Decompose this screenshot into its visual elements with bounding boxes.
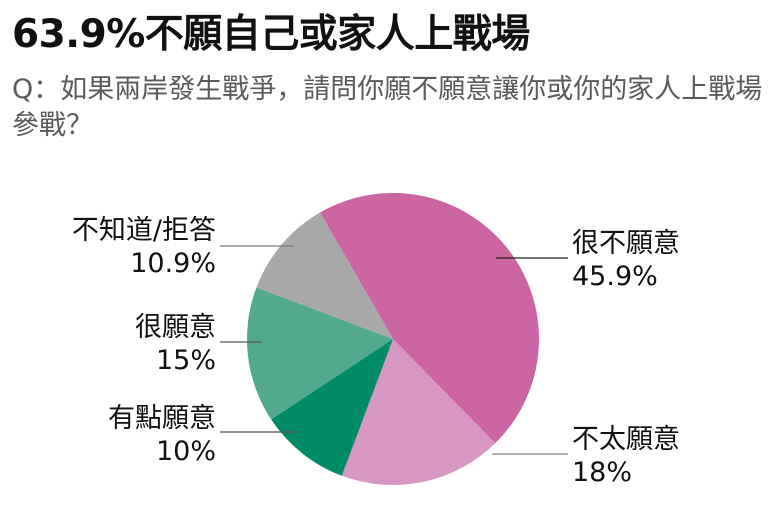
label-value: 15% <box>155 345 216 376</box>
label-value: 10% <box>155 436 216 467</box>
label-text: 很願意 <box>135 312 216 343</box>
label-value: 45.9% <box>572 261 658 292</box>
label-text: 不太願意 <box>572 424 680 455</box>
pie-slice-unknown <box>256 212 393 339</box>
label-text: 很不願意 <box>572 228 680 259</box>
chart-question: Q：如果兩岸發生戰爭，請問你願不願意讓你或你的家人上戰場參戰？ <box>12 74 763 141</box>
label-somewhat-willing: 有點願意 10% <box>108 402 216 468</box>
label-somewhat-unwilling: 不太願意 18% <box>572 423 680 489</box>
label-text: 有點願意 <box>108 403 216 434</box>
chart-title: 63.9%不願自己或家人上戰場 <box>12 12 530 57</box>
pie-slice-very-unwilling <box>320 193 539 444</box>
label-value: 18% <box>572 457 633 488</box>
label-text: 不知道/拒答 <box>71 215 216 246</box>
label-value: 10.9% <box>130 248 216 279</box>
label-very-unwilling: 很不願意 45.9% <box>572 227 680 293</box>
label-very-willing: 很願意 15% <box>135 311 216 377</box>
pie-slice-very-willing <box>247 287 393 420</box>
pie-slice-somewhat-unwilling <box>341 339 496 485</box>
pie-slice-somewhat-willing <box>271 339 393 476</box>
label-unknown: 不知道/拒答 10.9% <box>72 214 216 280</box>
